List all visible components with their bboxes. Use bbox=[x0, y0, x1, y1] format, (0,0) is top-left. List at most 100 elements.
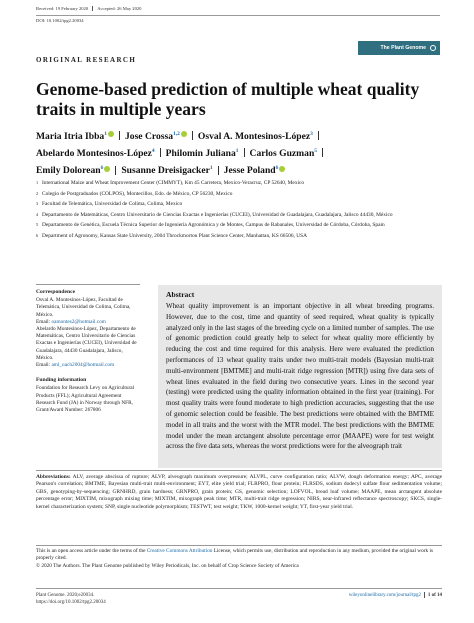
author-affil[interactable]: 1 bbox=[209, 165, 213, 172]
divider bbox=[36, 545, 442, 546]
author-name[interactable]: Philomin Juliana bbox=[165, 148, 236, 160]
author-affil[interactable]: 4 bbox=[151, 148, 155, 155]
divider bbox=[36, 470, 442, 471]
license-notice: This is an open access article under the… bbox=[36, 548, 442, 570]
divider bbox=[115, 165, 117, 175]
footer-doi[interactable]: https://doi.org/10.1002/tpg2.20034 bbox=[36, 600, 106, 605]
email-link[interactable]: oamontes2@hotmail.com bbox=[51, 318, 106, 325]
copyright: © 2020 The Authors. The Plant Genome pub… bbox=[36, 562, 299, 569]
orcid-icon[interactable] bbox=[279, 165, 286, 172]
article-title: Genome-based prediction of multiple whea… bbox=[36, 79, 420, 119]
email-label: Email: bbox=[36, 362, 52, 369]
abbreviations-text: ALV, average abscissa of rupture; ALVP, … bbox=[36, 474, 442, 510]
author-row: Abelardo Montesinos-López4 Philomin Julia… bbox=[36, 144, 440, 161]
affiliation-number: 6 bbox=[36, 232, 39, 238]
affiliation: 1 International Maize and Wheat Improveme… bbox=[36, 180, 440, 188]
affiliation: 4 Departamento de Matemáticas, Centro Uni… bbox=[36, 212, 440, 220]
affiliations: 1 International Maize and Wheat Improveme… bbox=[36, 180, 440, 244]
header-divider bbox=[36, 15, 440, 16]
author-name[interactable]: Osval A. Montesinos-López bbox=[197, 131, 311, 143]
footer-journal: Plant Genome. 2020;e20034. bbox=[36, 593, 95, 598]
affiliation: 5 Departamento de Genética, Escuela Técni… bbox=[36, 222, 440, 230]
author-name[interactable]: Abelardo Montesinos-López bbox=[36, 148, 152, 160]
abbreviations: Abbreviations: ALV, average abscissa of … bbox=[36, 474, 442, 511]
page-number: 1 of 14 bbox=[427, 593, 442, 599]
affiliation-number: 2 bbox=[36, 190, 39, 196]
divider bbox=[92, 6, 94, 12]
author-row: Emily Dolorean6 Susanne Dreisigacker1 Jess… bbox=[36, 161, 440, 178]
orcid-icon[interactable] bbox=[107, 131, 114, 138]
author-affil[interactable]: 5 bbox=[314, 148, 318, 155]
author-name[interactable]: Susanne Dreisigacker bbox=[121, 165, 210, 177]
abstract-text: Wheat quality improvement is an importan… bbox=[166, 302, 434, 451]
author-affil[interactable]: 6 bbox=[275, 165, 279, 172]
received-date: Received: 19 February 2020 bbox=[36, 6, 89, 11]
journal-logo-icon bbox=[430, 45, 436, 51]
footer-right: wileyonlinelibrary.com/journal/tpg2 1 of … bbox=[300, 592, 442, 598]
orcid-icon[interactable] bbox=[180, 131, 187, 138]
author-name[interactable]: Jesse Poland bbox=[223, 165, 276, 177]
affiliation-text: Departamento de Matemáticas, Centro Univ… bbox=[42, 211, 393, 218]
divider bbox=[243, 148, 245, 158]
author-affil[interactable]: 1,2 bbox=[173, 131, 180, 137]
license-text: This is an open access article under the… bbox=[36, 548, 442, 563]
email-line: Email: aml_uach2004@hotmail.com bbox=[36, 362, 140, 369]
funding-heading: Funding information bbox=[36, 377, 87, 384]
divider bbox=[322, 148, 324, 158]
correspondence-block: Correspondence Osval A. Montesinos-López… bbox=[36, 289, 140, 369]
divider bbox=[424, 592, 425, 598]
affiliation-text: Department of Agronomy, Kansas State Uni… bbox=[42, 232, 308, 239]
author-name[interactable]: Maria Itria Ibba bbox=[36, 131, 105, 143]
license-text-part: License, which permits use, distribution… bbox=[36, 548, 434, 562]
correspondence-text: Abelardo Montesinos-López, Departamento … bbox=[36, 326, 137, 361]
license-text-part: This is an open access article under the… bbox=[36, 548, 147, 554]
author-list: Maria Itria Ibba1 Jose Crossa1,2 Osval A. … bbox=[36, 127, 440, 179]
divider bbox=[317, 131, 319, 141]
affiliation-text: International Maize and Wheat Improvemen… bbox=[42, 180, 305, 186]
affiliation: 6 Department of Agronomy, Kansas State Un… bbox=[36, 233, 440, 241]
affiliation-number: 3 bbox=[36, 201, 39, 207]
affiliation-number: 5 bbox=[36, 222, 39, 228]
accepted-date: Accepted: 26 May 2020 bbox=[97, 6, 142, 11]
abstract-heading: Abstract bbox=[166, 290, 195, 299]
sidebar-info: Correspondence Osval A. Montesinos-López… bbox=[36, 284, 140, 422]
journal-badge[interactable]: The Plant Genome bbox=[358, 41, 440, 55]
abstract-box: Abstract Wheat quality improvement is an… bbox=[158, 285, 442, 468]
doi[interactable]: DOI: 10.1002/tpg2.20034 bbox=[36, 18, 84, 23]
funding-text: Foundation for Research Levy on Agricult… bbox=[36, 385, 135, 414]
affiliation: 3 Facultad de Telemática, Universidad de … bbox=[36, 201, 440, 209]
divider bbox=[217, 165, 219, 175]
email-label: Email: bbox=[36, 318, 52, 325]
author-name[interactable]: Emily Dolorean bbox=[36, 165, 101, 177]
abbreviations-heading: Abbreviations: bbox=[36, 474, 71, 480]
article-dates: Received: 19 February 2020 Accepted: 26 M… bbox=[36, 6, 142, 12]
email-line: Email: oamontes2@hotmail.com bbox=[36, 319, 140, 326]
author-affil[interactable]: 1 bbox=[235, 148, 239, 155]
footer-citation: Plant Genome. 2020;e20034. https://doi.o… bbox=[36, 592, 106, 606]
affiliation-text: Facultad de Telemática, Universidad de C… bbox=[42, 201, 183, 208]
license-link[interactable]: Creative Commons Attribution bbox=[146, 548, 213, 554]
journal-url[interactable]: wileyonlinelibrary.com/journal/tpg2 bbox=[348, 593, 422, 599]
orcid-icon[interactable] bbox=[104, 165, 111, 172]
article-type: ORIGINAL RESEARCH bbox=[36, 56, 137, 64]
affiliation-number: 1 bbox=[36, 180, 39, 185]
author-name[interactable]: Carlos Guzman bbox=[249, 148, 315, 160]
author-affil[interactable]: 3 bbox=[310, 131, 313, 137]
divider bbox=[36, 284, 140, 285]
affiliation-text: Colegio de Postgraduados (COLPOS), Monte… bbox=[42, 190, 233, 197]
funding-block: Funding information Foundation for Resea… bbox=[36, 377, 140, 414]
author-affil[interactable]: 1 bbox=[104, 131, 107, 137]
journal-name: The Plant Genome bbox=[380, 45, 426, 51]
correspondence-heading: Correspondence bbox=[36, 289, 76, 295]
affiliation-number: 4 bbox=[36, 211, 39, 217]
email-link[interactable]: aml_uach2004@hotmail.com bbox=[51, 362, 115, 369]
divider bbox=[159, 148, 161, 158]
author-name[interactable]: Jose Crossa bbox=[124, 131, 174, 143]
divider bbox=[36, 588, 442, 589]
affiliation-text: Departamento de Genética, Escuela Técnic… bbox=[42, 222, 385, 229]
divider bbox=[118, 131, 120, 141]
correspondence-text: Osval A. Montesinos-López, Facultad de T… bbox=[36, 297, 131, 318]
author-affil[interactable]: 6 bbox=[100, 165, 104, 172]
divider bbox=[191, 131, 193, 141]
author-row: Maria Itria Ibba1 Jose Crossa1,2 Osval A. … bbox=[36, 127, 440, 144]
